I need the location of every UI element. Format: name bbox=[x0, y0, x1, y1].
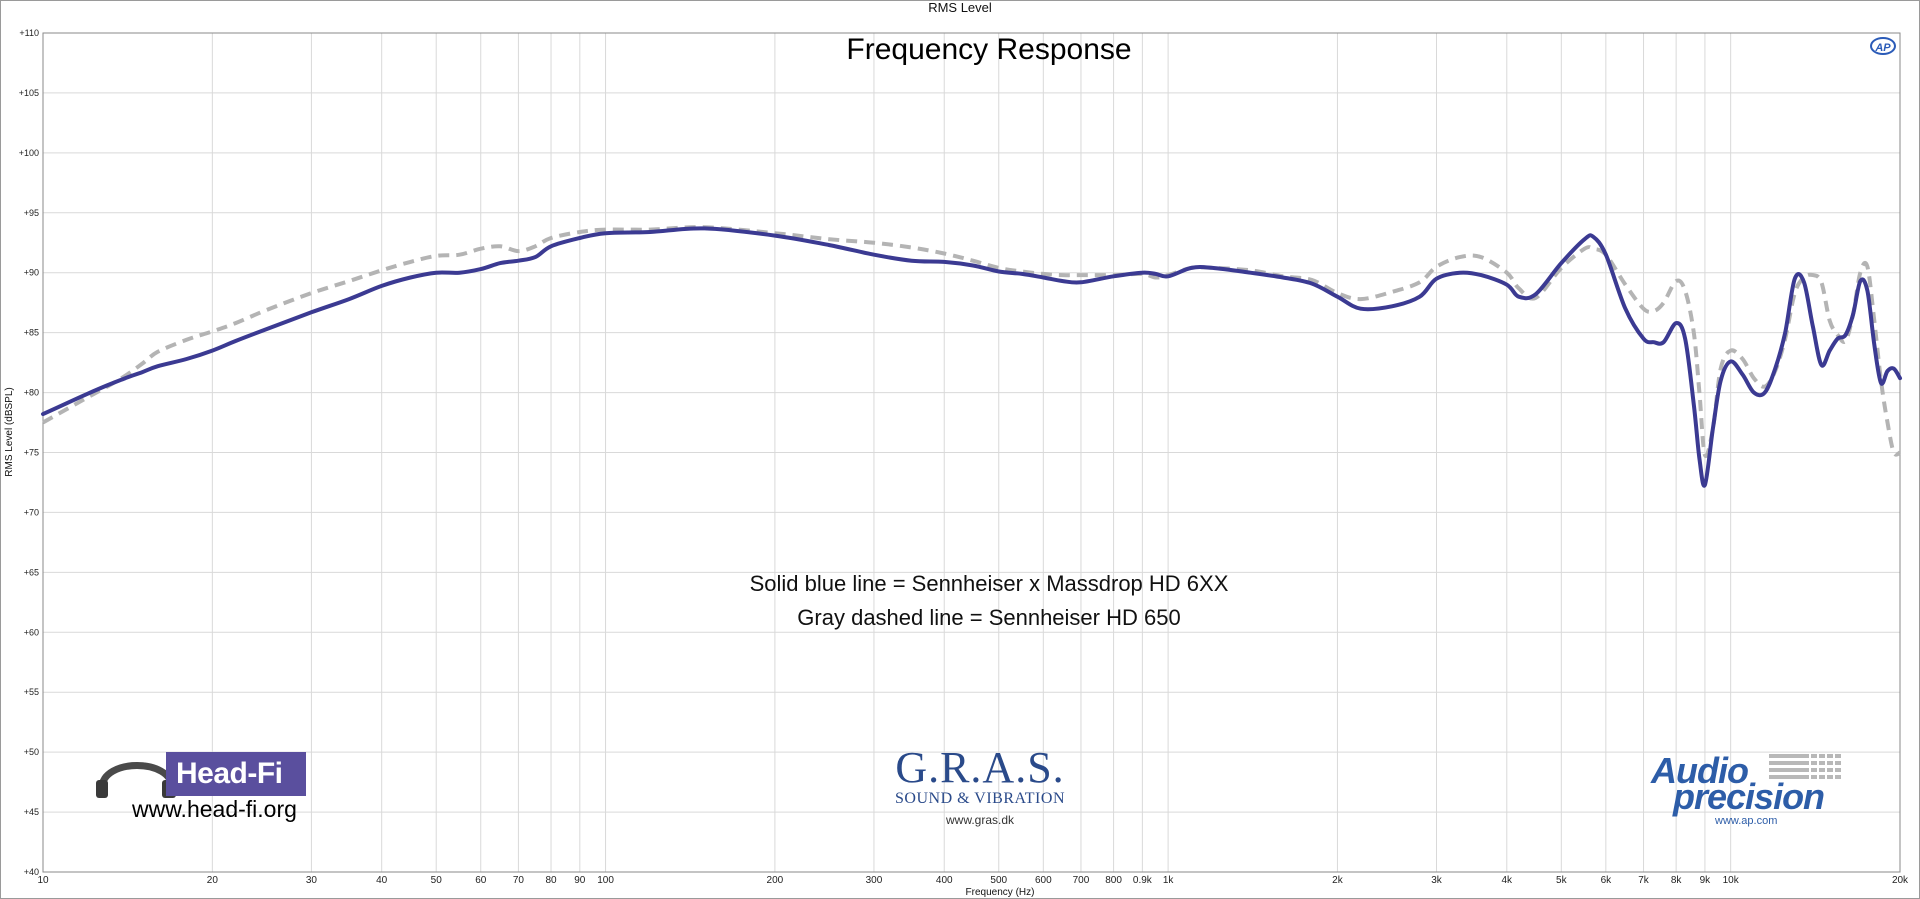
y-tick-label: +65 bbox=[24, 567, 39, 577]
y-tick-label: +50 bbox=[24, 747, 39, 757]
x-tick-label: 600 bbox=[1035, 875, 1052, 886]
x-tick-label: 20k bbox=[1892, 875, 1909, 886]
x-tick-label: 50 bbox=[431, 875, 443, 886]
window-title: RMS Level bbox=[928, 0, 992, 15]
y-tick-label: +100 bbox=[19, 148, 39, 158]
x-tick-label: 400 bbox=[936, 875, 953, 886]
x-tick-label: 70 bbox=[513, 875, 525, 886]
x-tick-label: 0.9k bbox=[1133, 875, 1153, 886]
y-tick-label: +105 bbox=[19, 88, 39, 98]
y-tick-label: +85 bbox=[24, 328, 39, 338]
series-line-dashed bbox=[42, 225, 1901, 459]
x-tick-label: 90 bbox=[574, 875, 586, 886]
x-tick-label: 700 bbox=[1073, 875, 1090, 886]
gras-url: www.gras.dk bbox=[945, 813, 1015, 827]
headfi-box bbox=[166, 752, 306, 796]
y-tick-label: +110 bbox=[19, 28, 39, 38]
y-tick-label: +40 bbox=[24, 867, 39, 877]
x-tick-label: 5k bbox=[1556, 875, 1568, 886]
x-axis-label: Frequency (Hz) bbox=[966, 887, 1035, 898]
x-tick-label: 200 bbox=[767, 875, 784, 886]
gras-name: G.R.A.S. bbox=[895, 743, 1065, 792]
x-tick-label: 500 bbox=[990, 875, 1007, 886]
ap-url: www.ap.com bbox=[1715, 815, 1778, 827]
headfi-logo: Head-Fi www.head-fi.org bbox=[96, 752, 311, 824]
x-tick-label: 800 bbox=[1105, 875, 1122, 886]
chart-title: Frequency Response bbox=[846, 33, 1132, 66]
y-tick-label: +80 bbox=[24, 388, 39, 398]
y-axis-label: RMS Level (dBSPL) bbox=[4, 387, 15, 476]
x-tick-labels: 10 20 30 40 50 60 70 80 90 100 200 300 400 500 600 700 8… bbox=[37, 875, 1909, 886]
y-tick-label: +45 bbox=[24, 807, 39, 817]
series-lines bbox=[41, 225, 1902, 488]
y-tick-label: +70 bbox=[24, 507, 39, 517]
x-tick-label: 30 bbox=[306, 875, 318, 886]
ap-bars-icon bbox=[1769, 754, 1841, 780]
x-tick-label: 4k bbox=[1502, 875, 1514, 886]
x-tick-label: 9k bbox=[1700, 875, 1712, 886]
x-tick-label: 3k bbox=[1431, 875, 1443, 886]
headfi-url: www.head-fi.org bbox=[132, 796, 297, 822]
gras-subtitle: SOUND & VIBRATION bbox=[895, 790, 1065, 807]
y-tick-labels: +110 +105 +100 +95 +90 +85 +80 +75 +70 +65 +60 +55 +… bbox=[19, 28, 39, 877]
x-tick-label: 300 bbox=[866, 875, 883, 886]
legend-annotation-dashed: Gray dashed line = Sennheiser HD 650 bbox=[797, 605, 1181, 630]
y-tick-label: +75 bbox=[24, 448, 39, 458]
x-tick-label: 10 bbox=[37, 875, 49, 886]
legend-annotation-solid: Solid blue line = Sennheiser x Massdrop … bbox=[749, 571, 1229, 596]
x-tick-label: 7k bbox=[1638, 875, 1650, 886]
y-tick-label: +55 bbox=[24, 687, 39, 697]
x-tick-label: 100 bbox=[597, 875, 614, 886]
x-tick-label: 80 bbox=[545, 875, 557, 886]
x-tick-label: 10k bbox=[1723, 875, 1740, 886]
gras-logo: G.R.A.S. SOUND & VIBRATION www.gras.dk bbox=[890, 743, 1070, 828]
headfi-name: Head-Fi bbox=[176, 757, 283, 790]
y-tick-label: +60 bbox=[24, 627, 39, 637]
y-tick-label: +90 bbox=[24, 268, 39, 278]
x-tick-label: 20 bbox=[207, 875, 219, 886]
ap-word-audio: Audio bbox=[1651, 750, 1749, 791]
series-line-solid bbox=[41, 226, 1902, 488]
x-tick-label: 60 bbox=[475, 875, 487, 886]
x-tick-label: 1k bbox=[1163, 875, 1175, 886]
y-tick-label: +95 bbox=[24, 208, 39, 218]
ap-word-precision: precision bbox=[1673, 776, 1825, 817]
x-tick-label: 6k bbox=[1601, 875, 1613, 886]
x-tick-label: 2k bbox=[1332, 875, 1344, 886]
audio-precision-logo: Audio precision www.ap.com bbox=[1645, 752, 1845, 827]
x-tick-label: 40 bbox=[376, 875, 388, 886]
ap-corner-mark: AP bbox=[1870, 37, 1896, 55]
x-tick-label: 8k bbox=[1671, 875, 1683, 886]
